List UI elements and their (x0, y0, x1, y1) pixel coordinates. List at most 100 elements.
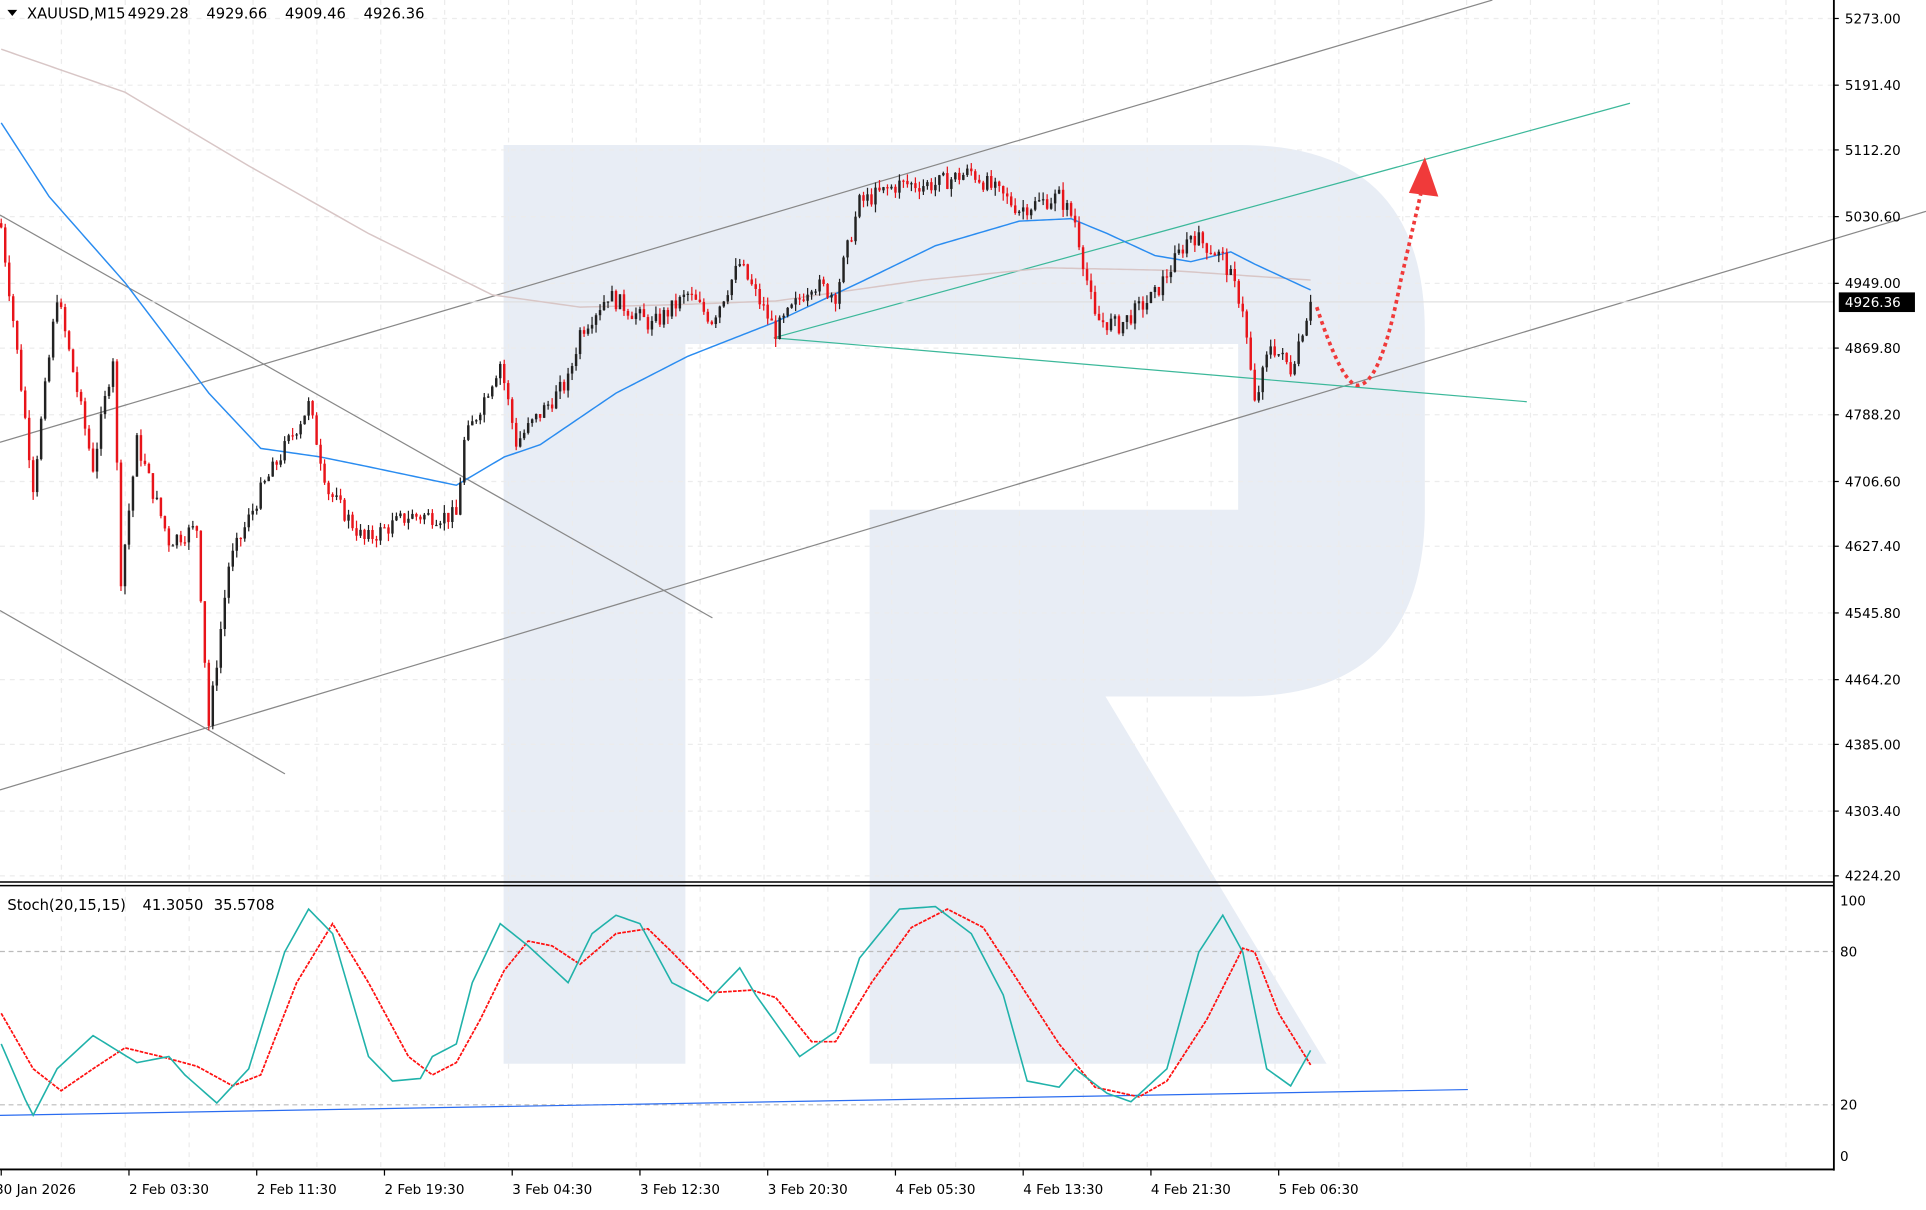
time-tick-label: 5 Feb 06:30 (1279, 1182, 1359, 1198)
candle-body (994, 181, 997, 188)
candle-body (1173, 253, 1177, 272)
candle-body (974, 171, 977, 180)
candle-body (403, 513, 406, 523)
candle-body (499, 363, 502, 379)
ma-fast-line (0, 122, 1311, 487)
candle-body (618, 294, 622, 310)
candle-body (582, 330, 586, 334)
candle-body (407, 518, 410, 523)
candle-body (187, 527, 191, 543)
candle-body (1029, 209, 1033, 216)
candle-body (1081, 247, 1085, 270)
stoch-d-line (0, 908, 1312, 1098)
candle-body (1001, 186, 1005, 194)
candle-body (1129, 315, 1133, 324)
candle-body (55, 302, 59, 322)
candle-body (1069, 203, 1073, 216)
candle-body (35, 459, 39, 493)
candle-body (115, 361, 119, 463)
candle-body (874, 187, 877, 205)
candle-body (395, 516, 398, 521)
ma-slow-line (0, 48, 1311, 308)
candle-body (127, 510, 131, 545)
candle-body (1309, 301, 1312, 321)
candle-body (998, 181, 1001, 187)
candle-body (159, 497, 163, 517)
candle-body (842, 257, 845, 283)
price-tick-label: 4545.80 (1845, 606, 1901, 622)
candle-body (299, 424, 302, 435)
watermark-bowl (503, 144, 1425, 1064)
candle-body (854, 216, 857, 242)
watermark-logo (503, 144, 1425, 1064)
candle-body (910, 183, 913, 185)
candle-body (826, 283, 829, 298)
candle-body (934, 184, 937, 191)
candle-body (231, 550, 234, 567)
candle-body (546, 404, 550, 406)
candle-body (1077, 222, 1081, 248)
candle-body (19, 349, 23, 391)
candle-body (578, 330, 582, 355)
candle-body (502, 363, 506, 384)
candle-body (259, 482, 262, 509)
candle-body (706, 311, 710, 322)
candle-body (1257, 392, 1260, 401)
candle-body (267, 476, 270, 482)
price-tick-label: 4303.40 (1845, 804, 1901, 820)
candle-body (1021, 207, 1025, 212)
price-tick-label: 4788.20 (1845, 408, 1901, 424)
time-tick-label: 4 Feb 21:30 (1151, 1182, 1231, 1198)
candle-body (203, 601, 207, 663)
candle-body (447, 512, 450, 522)
candle-body (227, 566, 231, 598)
candle-body (674, 300, 678, 309)
channel-line (0, 0, 1493, 443)
ohlc-low: 4909.46 (285, 5, 346, 22)
current-price-label: 4926.36 (1845, 295, 1901, 311)
candle-body (730, 279, 733, 296)
candle-body (455, 507, 458, 515)
candle-body (139, 435, 143, 461)
candle-body (59, 302, 63, 308)
candle-body (638, 309, 642, 314)
candle-body (1165, 276, 1169, 278)
candle-body (542, 405, 546, 418)
candle-body (343, 499, 346, 521)
candle-body (459, 482, 462, 515)
candle-body (962, 174, 965, 180)
candle-body (247, 514, 250, 528)
candle-body (594, 315, 598, 325)
collapse-triangle-icon[interactable] (7, 9, 18, 17)
candle-body (0, 223, 3, 228)
candle-body (167, 528, 171, 546)
candle-body (898, 180, 901, 193)
candle-body (970, 168, 973, 172)
trendlines[interactable] (0, 0, 1926, 791)
candle-body (307, 401, 310, 416)
candle-body (1249, 337, 1252, 370)
candle-body (99, 414, 103, 449)
candle-body (626, 310, 630, 316)
candle-body (339, 495, 342, 500)
time-tick-label: 4 Feb 13:30 (1023, 1182, 1103, 1198)
candle-body (654, 313, 658, 321)
candle-body (694, 294, 698, 300)
candle-body (630, 315, 634, 319)
price-tick-label: 5030.60 (1845, 210, 1901, 226)
candle-body (786, 307, 789, 316)
candle-body (363, 529, 366, 539)
price-tick-label: 4869.80 (1845, 341, 1901, 357)
candle-body (746, 264, 749, 280)
price-tick-label: 4385.00 (1845, 737, 1901, 753)
price-tick-label: 5112.20 (1845, 143, 1901, 159)
candle-body (610, 291, 614, 302)
candle-body (722, 301, 726, 307)
candle-body (371, 529, 374, 540)
candle-body (195, 526, 199, 531)
candle-body (978, 179, 981, 183)
candle-body (834, 294, 837, 304)
candle-body (1049, 203, 1053, 209)
candle-body (1045, 199, 1049, 209)
